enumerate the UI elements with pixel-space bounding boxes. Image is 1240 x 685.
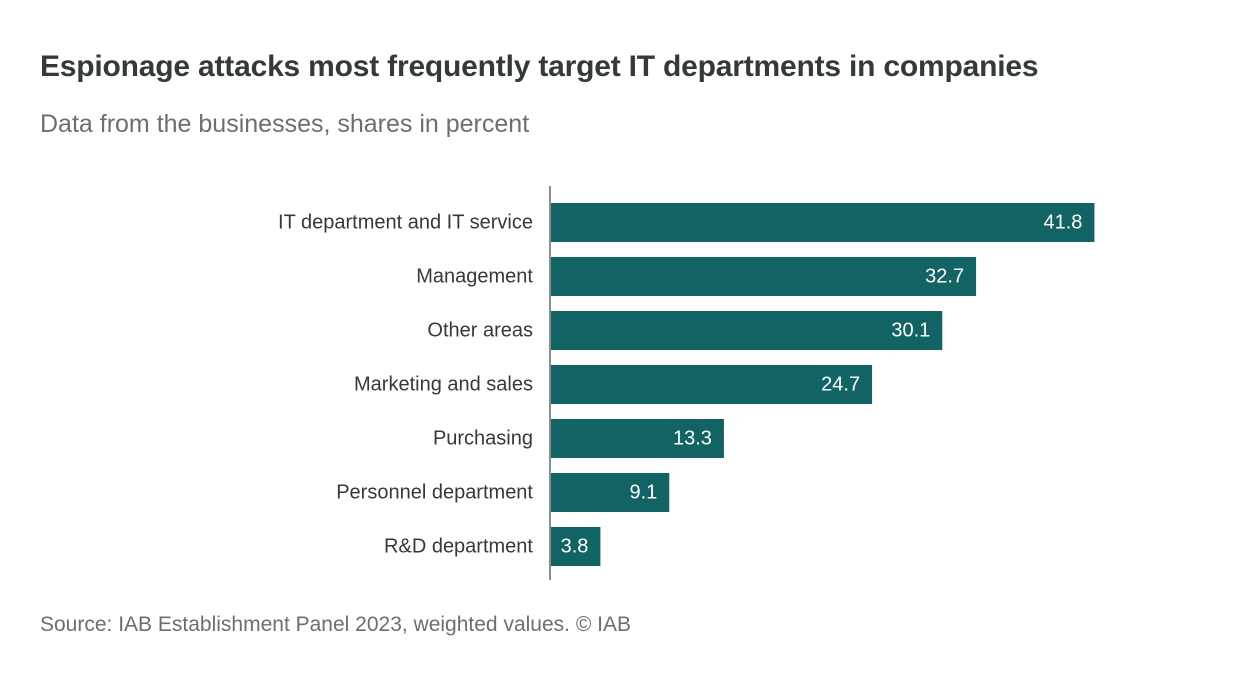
bar [551,203,1095,242]
bar [551,527,601,566]
chart-subtitle: Data from the businesses, shares in perc… [40,110,530,138]
category-label: IT department and IT service [278,212,533,234]
category-label: R&D department [384,536,533,558]
value-label: 30.1 [891,320,930,342]
value-label: 32.7 [925,266,964,288]
category-label: Purchasing [433,428,533,450]
bar [551,311,943,350]
value-label: 9.1 [629,482,657,504]
chart-title: Espionage attacks most frequently target… [40,50,1039,83]
source-note: Source: IAB Establishment Panel 2023, we… [40,613,631,636]
category-label: Other areas [427,320,533,342]
bar [551,365,873,404]
bar [551,473,670,512]
category-label: Personnel department [336,482,533,504]
value-label: 41.8 [1043,212,1082,234]
category-label: Marketing and sales [354,374,533,396]
value-label: 24.7 [821,374,860,396]
bar [551,419,724,458]
bar [551,257,977,296]
value-label: 13.3 [673,428,712,450]
category-label: Management [416,266,533,288]
value-label: 3.8 [561,536,589,558]
